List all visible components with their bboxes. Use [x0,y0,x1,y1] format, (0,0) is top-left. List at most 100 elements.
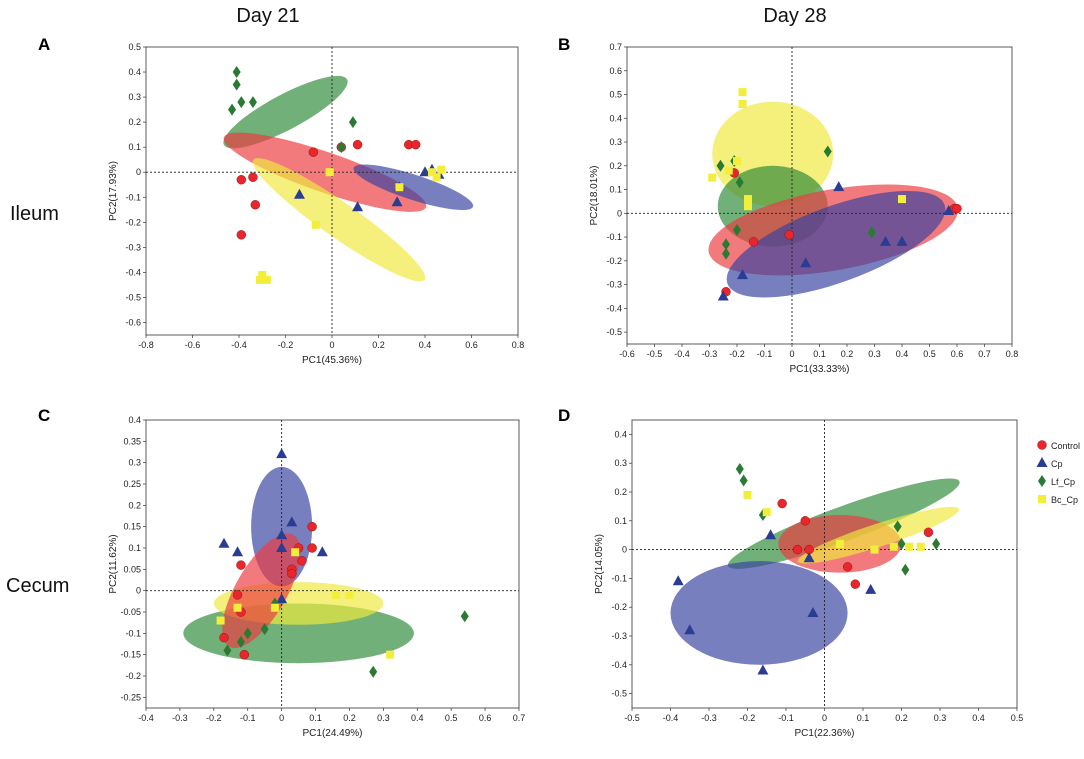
row-title-ileum: Ileum [10,203,59,225]
y-tick-label-b: 0.5 [609,90,622,100]
y-tick-label-c: -0.25 [120,692,141,702]
y-tick-label-b: 0.6 [609,66,622,76]
y-tick-label-a: -0.3 [125,242,141,252]
y-tick-label-b: 0.7 [609,42,622,52]
x-axis-title-d: PC1(22.36%) [794,728,854,739]
y-tick-label-b: -0.3 [606,280,622,290]
point-bc-cp-a [262,275,271,284]
x-tick-label-c: 0.7 [513,713,526,723]
x-axis-title-c: PC1(24.49%) [302,728,362,739]
point-cp-c [276,542,288,552]
y-tick-label-c: 0 [136,586,141,596]
point-control-c [219,632,229,643]
x-tick-label-a: 0.2 [372,340,385,350]
point-bc-cp-b [733,157,741,166]
x-tick-label-b: -0.1 [757,349,773,359]
point-control-a [236,175,247,185]
x-tick-label-b: 0.5 [923,349,936,359]
y-tick-label-a: -0.4 [125,267,141,277]
y-tick-label-c: -0.2 [125,671,141,681]
x-tick-label-d: 0 [822,713,827,723]
x-tick-label-b: 0.2 [841,349,854,359]
point-bc-cp-c [291,548,300,557]
x-tick-label-a: -0.8 [138,340,154,350]
point-lf-cp-d [893,520,902,533]
ellipse-bc-cp-d [797,506,960,564]
plot-frame-c [145,419,520,709]
point-bc-cp-a [395,183,404,192]
y-tick-label-d: -0.3 [611,631,627,641]
panel-a: A -0.8 -0.6 -0.4 -0.2 0 0.2 0.4 0.6 0.8 0.5 0.4 0.3 0… [38,35,524,366]
panel-c: C -0.4 -0.3 -0.2 -0.1 0 0.1 0.2 0.3 0.4 0.5 0.6 0.7 0… [38,406,525,739]
point-lf-cp-d [897,537,906,550]
y-tick-label-d: 0.3 [614,458,627,468]
point-bc-cp-b [724,166,733,175]
point-lf-cp-d [735,462,744,475]
point-lf-cp-b [733,223,741,236]
legend-label-bc-cp: Bc_Cp [1051,495,1078,505]
point-bc-cp-b [898,195,906,204]
y-tick-label-a: 0.5 [128,42,141,52]
panel-d: D -0.5 -0.4 -0.3 -0.2 -0.1 0 0.1 0.2 0.3 0.4 0.5 0.4… [558,406,1023,739]
point-cp-b [943,204,955,215]
y-tick-label-c: 0.05 [123,564,141,574]
column-title-day21: Day 21 [236,5,299,27]
x-tick-label-d: 0.2 [895,713,908,723]
point-lf-cp-c [243,627,252,640]
point-cp-c [232,546,244,557]
point-cp-c [276,593,288,604]
x-tick-label-a: -0.2 [278,340,294,350]
y-tick-label-c: 0.3 [128,458,141,468]
y-tick-label-b: -0.5 [606,327,622,337]
x-tick-label-a: 0.4 [419,340,432,350]
y-tick-label-b: -0.2 [606,256,622,266]
y-tick-label-d: -0.1 [611,573,627,583]
y-axis-title-b: PC2(18.01%) [589,165,600,225]
point-lf-cp-b [716,159,725,172]
point-control-b [748,237,759,247]
point-lf-cp-a [248,96,257,109]
point-bc-cp-c [216,616,225,625]
point-cp-d [684,624,696,635]
point-lf-cp-b [722,247,730,260]
point-cp-c [316,546,328,557]
point-lf-cp-c [260,623,269,636]
y-tick-label-b: 0.2 [609,161,622,171]
point-bc-cp-d [762,508,771,517]
point-bc-cp-b [738,88,747,97]
x-tick-label-d: 0.5 [1011,713,1024,723]
y-tick-label-d: -0.2 [611,602,627,612]
point-control-d [792,544,803,555]
point-bc-cp-d [905,542,914,551]
point-cp-a [293,188,305,199]
point-control-a [352,139,363,150]
y-tick-label-b: 0.3 [609,137,622,147]
point-control-c [307,521,317,532]
legend: Control Cp Lf_Cp Bc_Cp [1036,440,1080,505]
x-tick-label-a: 0 [329,340,334,350]
point-bc-cp-d [743,490,752,499]
y-tick-label-a: 0 [136,167,141,177]
point-lf-cp-b [867,226,876,239]
x-tick-label-c: -0.2 [206,713,222,723]
legend-item-lf-cp: Lf_Cp [1038,475,1075,487]
x-tick-label-b: 0.8 [1006,349,1019,359]
x-tick-label-c: 0 [279,713,284,723]
point-control-a [236,230,247,240]
x-axis-title-b: PC1(33.33%) [789,364,849,375]
ellipse-control-c [222,533,301,648]
y-tick-label-a: 0.3 [128,92,141,102]
point-cp-a [352,201,364,212]
x-tick-label-b: -0.2 [729,349,745,359]
point-cp-a [391,196,403,207]
ellipse-bc-cp-a [252,158,426,282]
x-tick-label-a: 0.8 [512,340,525,350]
point-cp-b [800,257,812,268]
point-lf-cp-d [739,474,748,487]
y-tick-label-b: -0.4 [606,303,622,313]
point-lf-cp-b [722,238,730,251]
point-bc-cp-c [331,590,340,599]
y-tick-label-d: -0.5 [611,689,627,699]
point-bc-cp-a [325,168,334,177]
x-tick-label-b: -0.4 [674,349,690,359]
